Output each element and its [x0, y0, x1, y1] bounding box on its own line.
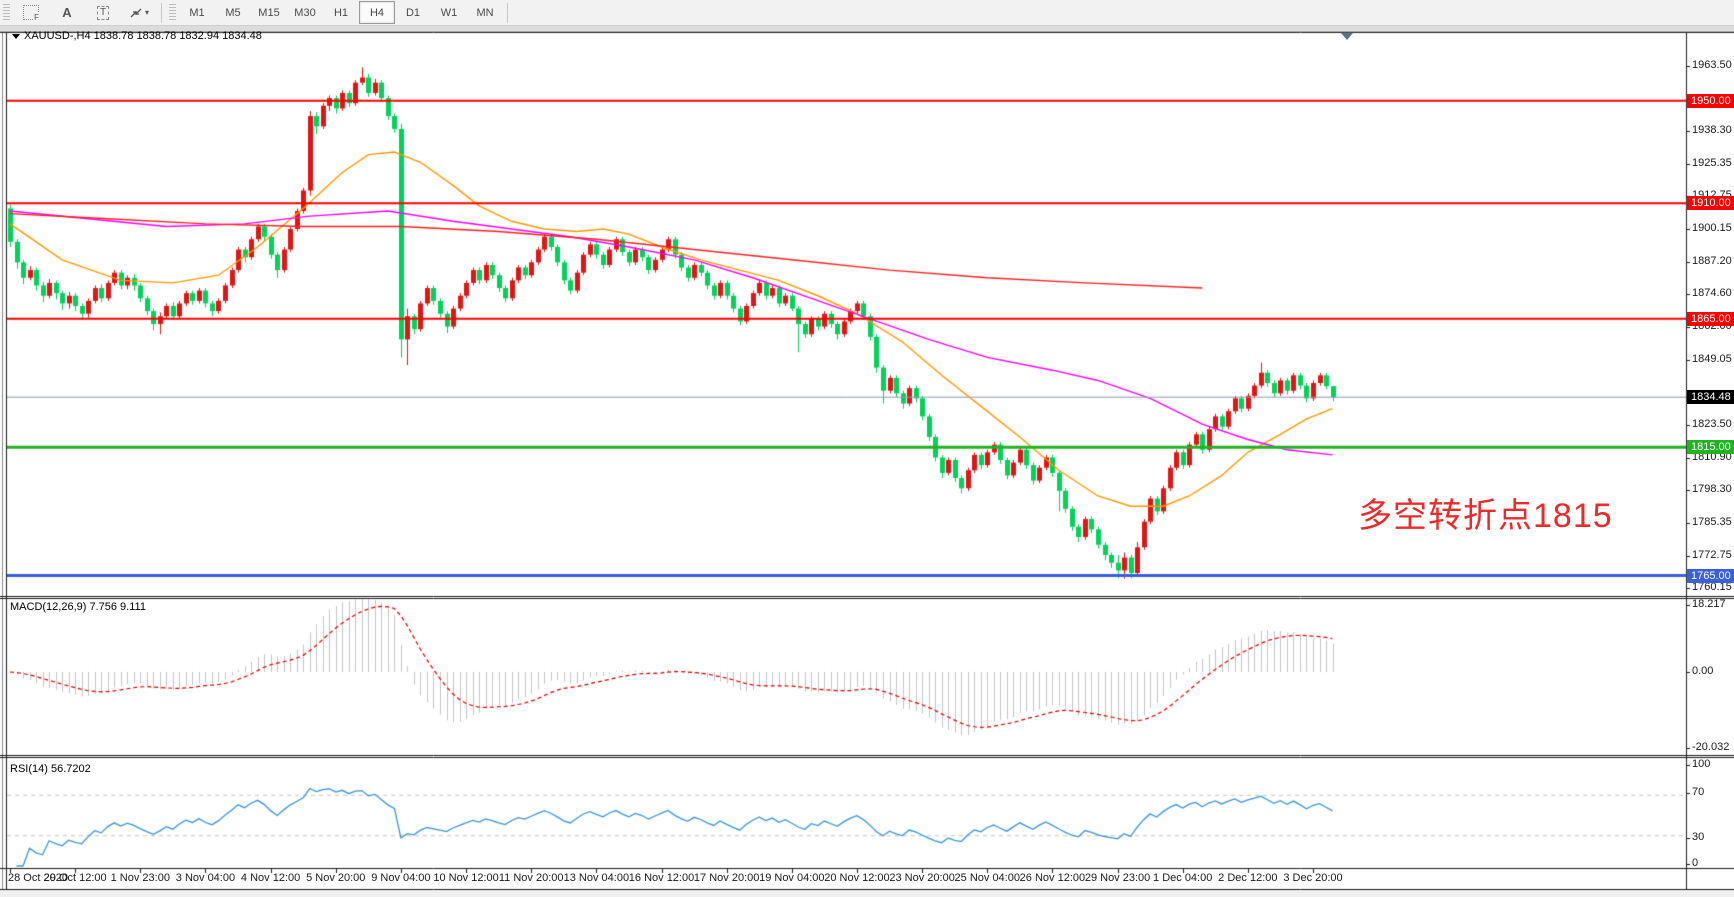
timeframe-m5-button[interactable]: M5	[225, 6, 241, 19]
price-tick-label: 1887.20	[1692, 254, 1732, 267]
timeframe-mn-button[interactable]: MN	[476, 6, 494, 19]
time-tick-label: 10 Nov 12:00	[433, 872, 499, 884]
indicator-scale-label: 30	[1692, 831, 1705, 843]
rsi-indicator-label: RSI(14) 56.7202	[10, 763, 91, 775]
indicator-scale-label: 70	[1692, 786, 1705, 798]
time-tick-label: 26 Nov 12:00	[1019, 872, 1086, 884]
indicator-scale-label: 0	[1692, 857, 1699, 869]
text-box-button[interactable]: T	[85, 1, 121, 24]
level-price-badge: 1910.00	[1687, 196, 1734, 211]
price-tick-label: 1772.75	[1692, 548, 1732, 561]
timeframe-m15-button[interactable]: M15	[258, 6, 280, 19]
time-tick-label: 23 Nov 20:00	[889, 872, 955, 884]
time-tick-label: 1 Nov 23:00	[110, 872, 170, 884]
time-tick-label: 1 Dec 04:00	[1153, 872, 1213, 884]
level-price-badge: 1765.00	[1687, 568, 1734, 583]
time-tick-label: 5 Nov 20:00	[306, 872, 366, 884]
timeframe-m30-button[interactable]: M30	[294, 6, 316, 19]
timeframe-m1-button[interactable]: M1	[189, 6, 205, 19]
indicator-scale-label: 18.217	[1692, 598, 1726, 610]
time-tick-label: 3 Dec 20:00	[1283, 872, 1343, 884]
time-tick-label: 20 Nov 12:00	[824, 872, 890, 884]
level-price-badge: 1815.00	[1687, 440, 1734, 455]
time-tick-label: 13 Nov 04:00	[563, 872, 630, 884]
symbol-title: XAUUSD-,H4 1838.78 1838.78 1832.94 1834.…	[12, 30, 262, 42]
letter-t-icon: T	[96, 5, 110, 20]
toolbar-separator	[161, 2, 162, 23]
current-price-badge: 1834.48	[1687, 390, 1734, 405]
timeframe-h4-button[interactable]: H4	[359, 1, 395, 24]
top-toolbar: F A T ▾ M1 M5 M15 M30 H1 H4 D1 W1 MN	[0, 0, 1734, 26]
time-tick-label: 19 Nov 04:00	[759, 872, 825, 884]
object-tools-button[interactable]: ▾	[121, 1, 157, 24]
level-price-badge: 1950.00	[1687, 93, 1734, 108]
time-tick-label: 9 Nov 04:00	[371, 872, 431, 884]
time-tick-label: 29 Oct 12:00	[43, 872, 107, 884]
time-tick-label: 29 Nov 23:00	[1084, 872, 1151, 884]
toolbar-separator	[507, 2, 508, 23]
indicator-grid-button[interactable]: F	[13, 1, 49, 24]
time-tick-label: 4 Nov 12:00	[240, 872, 301, 884]
text-annotation-button[interactable]: A	[49, 1, 85, 24]
price-tick-label: 1963.50	[1692, 59, 1732, 71]
price-tick-label: 1798.30	[1692, 483, 1732, 496]
macd-indicator-label: MACD(12,26,9) 7.756 9.111	[10, 601, 146, 613]
chevron-down-icon: ▾	[144, 8, 149, 17]
price-tick-label: 1785.35	[1692, 516, 1732, 529]
timeframe-w1-button[interactable]: W1	[440, 6, 458, 19]
symbol-ohlc-text: XAUUSD-,H4 1838.78 1838.78 1832.94 1834.…	[24, 30, 262, 42]
time-tick-label: 11 Nov 20:00	[498, 872, 564, 884]
letter-a-icon: A	[62, 5, 72, 20]
toolbar-grip[interactable]	[3, 3, 10, 22]
time-tick-label: 17 Nov 20:00	[693, 872, 760, 884]
price-tick-label: 1925.35	[1692, 156, 1732, 169]
time-tick-label: 2 Dec 12:00	[1218, 872, 1278, 884]
grid-icon: F	[23, 5, 39, 22]
price-tick-label: 1849.05	[1692, 352, 1732, 365]
time-tick-label: 3 Nov 04:00	[175, 872, 236, 884]
price-tick-label: 1938.30	[1692, 123, 1732, 136]
time-tick-label: 25 Nov 04:00	[954, 872, 1020, 884]
indicator-scale-label: 0.00	[1692, 665, 1714, 677]
chart-top-strip	[0, 25, 1734, 32]
diagonal-arrows-icon	[130, 8, 142, 17]
dropdown-triangle-icon[interactable]	[12, 34, 20, 39]
chart-text-annotation[interactable]: 多空转折点1815	[1358, 497, 1613, 535]
price-tick-label: 1900.15	[1692, 221, 1732, 234]
indicator-scale-label: -20.032	[1692, 741, 1730, 753]
chart-shift-marker[interactable]	[1341, 33, 1353, 40]
price-tick-label: 1760.15	[1692, 580, 1732, 593]
timeframe-d1-button[interactable]: D1	[405, 6, 421, 19]
level-price-badge: 1865.00	[1687, 311, 1734, 326]
timeframe-h1-button[interactable]: H1	[333, 6, 349, 19]
time-tick-label: 16 Nov 12:00	[628, 872, 695, 884]
toolbar-grip[interactable]	[169, 3, 176, 22]
time-tick-label: 28 Oct 2020	[8, 872, 68, 884]
price-tick-label: 1874.60	[1692, 287, 1732, 300]
price-tick-label: 1823.50	[1692, 418, 1732, 431]
indicator-scale-label: 100	[1692, 758, 1711, 770]
